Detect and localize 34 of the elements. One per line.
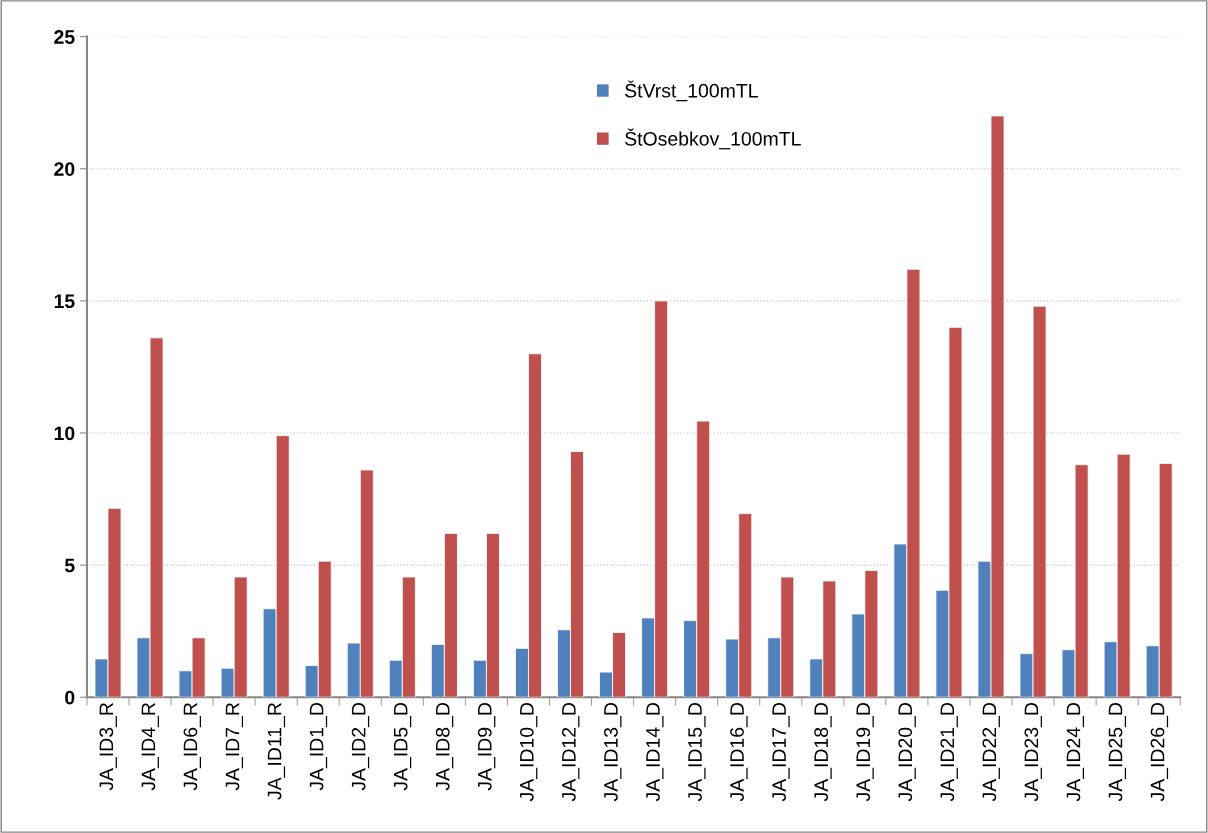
y-tick-label: 0 — [65, 690, 75, 705]
x-tick-label: JA_ID15_D — [688, 703, 706, 802]
x-tick-label: JA_ID22_D — [982, 703, 1000, 802]
x-tick-label: JA_ID21_D — [940, 703, 958, 802]
x-tick-label: JA_ID14_D — [646, 703, 664, 802]
y-tick-label: 5 — [64, 558, 75, 573]
x-tick-label: JA_ID23_D — [1024, 703, 1042, 802]
x-tick-label: JA_ID9_D — [477, 703, 496, 791]
x-tick-label: JA_ID16_D — [730, 703, 748, 802]
x-tick-label: JA_ID11_R — [267, 702, 286, 800]
x-tick-label: JA_ID6_R — [183, 702, 201, 791]
x-tick-label: JA_ID20_D — [898, 703, 916, 802]
x-tick-label: JA_ID7_R — [225, 702, 244, 791]
x-tick-label: JA_ID3_R — [99, 702, 117, 791]
x-tick-label: JA_ID2_D — [351, 703, 370, 791]
x-tick-label: JA_ID13_D — [604, 703, 622, 802]
x-tick-label: JA_ID10_D — [519, 703, 538, 802]
x-tick-label: JA_ID8_D — [435, 703, 454, 791]
legend-label: ŠtVrst_100mTL — [625, 80, 758, 102]
x-tick-label: JA_ID4_R — [141, 702, 159, 791]
x-tick-label: JA_ID17_D — [772, 703, 790, 802]
x-tick-label: JA_ID24_D — [1066, 703, 1084, 802]
x-tick-label: JA_ID5_D — [393, 703, 412, 791]
y-tick-label: 20 — [54, 162, 75, 176]
legend-label: ŠtOsebkov_100mTL — [625, 128, 801, 150]
x-tick-label: JA_ID19_D — [856, 703, 874, 802]
x-tick-label: JA_ID1_D — [309, 703, 328, 791]
y-tick-label: 10 — [54, 426, 75, 441]
x-tick-label: JA_ID26_D — [1150, 703, 1169, 802]
y-tick-label: 25 — [54, 30, 75, 44]
y-tick-label: 15 — [54, 294, 75, 309]
x-tick-label: JA_ID18_D — [814, 703, 832, 802]
x-tick-label: JA_ID12_D — [561, 703, 580, 802]
x-tick-label: JA_ID25_D — [1108, 703, 1127, 802]
